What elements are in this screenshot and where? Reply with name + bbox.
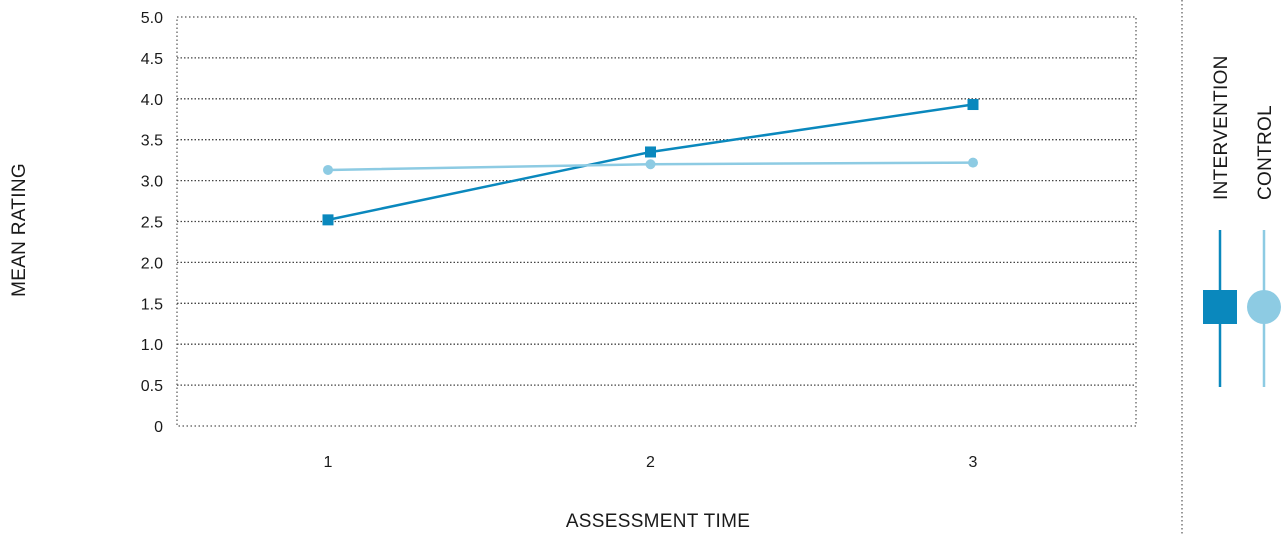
data-point-control <box>323 164 333 175</box>
data-point-intervention <box>645 146 656 158</box>
x-axis-ticks: 1 2 3 <box>324 454 978 471</box>
y-tick-label: 0 <box>154 419 163 436</box>
series-lines <box>322 99 979 226</box>
x-axis-title: ASSESSMENT TIME <box>566 511 750 532</box>
legend-item-control: CONTROL <box>1247 105 1281 387</box>
y-tick-label: 0.5 <box>141 378 163 395</box>
data-point-intervention <box>967 99 979 111</box>
legend-item-intervention: INTERVENTION <box>1203 55 1237 387</box>
legend-marker-intervention <box>1203 290 1237 324</box>
gridlines <box>177 57 1136 386</box>
x-tick-label: 3 <box>969 454 978 471</box>
y-tick-label: 1.5 <box>141 296 163 313</box>
legend-label-intervention: INTERVENTION <box>1211 55 1232 200</box>
data-point-control <box>645 159 656 170</box>
legend-marker-control <box>1247 290 1281 324</box>
legend-label-control: CONTROL <box>1255 105 1276 200</box>
y-tick-label: 1.0 <box>141 337 163 354</box>
y-tick-label: 4.5 <box>141 51 163 68</box>
y-tick-label: 5.0 <box>141 10 163 27</box>
y-axis-ticks: 0 0.5 1.0 1.5 2.0 2.5 3.0 3.5 4.0 4.5 5.0 <box>141 10 163 436</box>
y-tick-label: 2.5 <box>141 215 163 232</box>
data-point-intervention <box>322 214 334 226</box>
y-tick-label: 3.0 <box>141 174 163 191</box>
y-tick-label: 2.0 <box>141 255 163 272</box>
legend: INTERVENTION CONTROL <box>1203 55 1281 387</box>
y-tick-label: 3.5 <box>141 133 163 150</box>
x-tick-label: 1 <box>324 454 333 471</box>
x-tick-label: 2 <box>646 454 655 471</box>
y-axis-title: MEAN RATING <box>9 163 30 297</box>
y-tick-label: 4.0 <box>141 92 163 109</box>
data-point-control <box>968 157 978 168</box>
